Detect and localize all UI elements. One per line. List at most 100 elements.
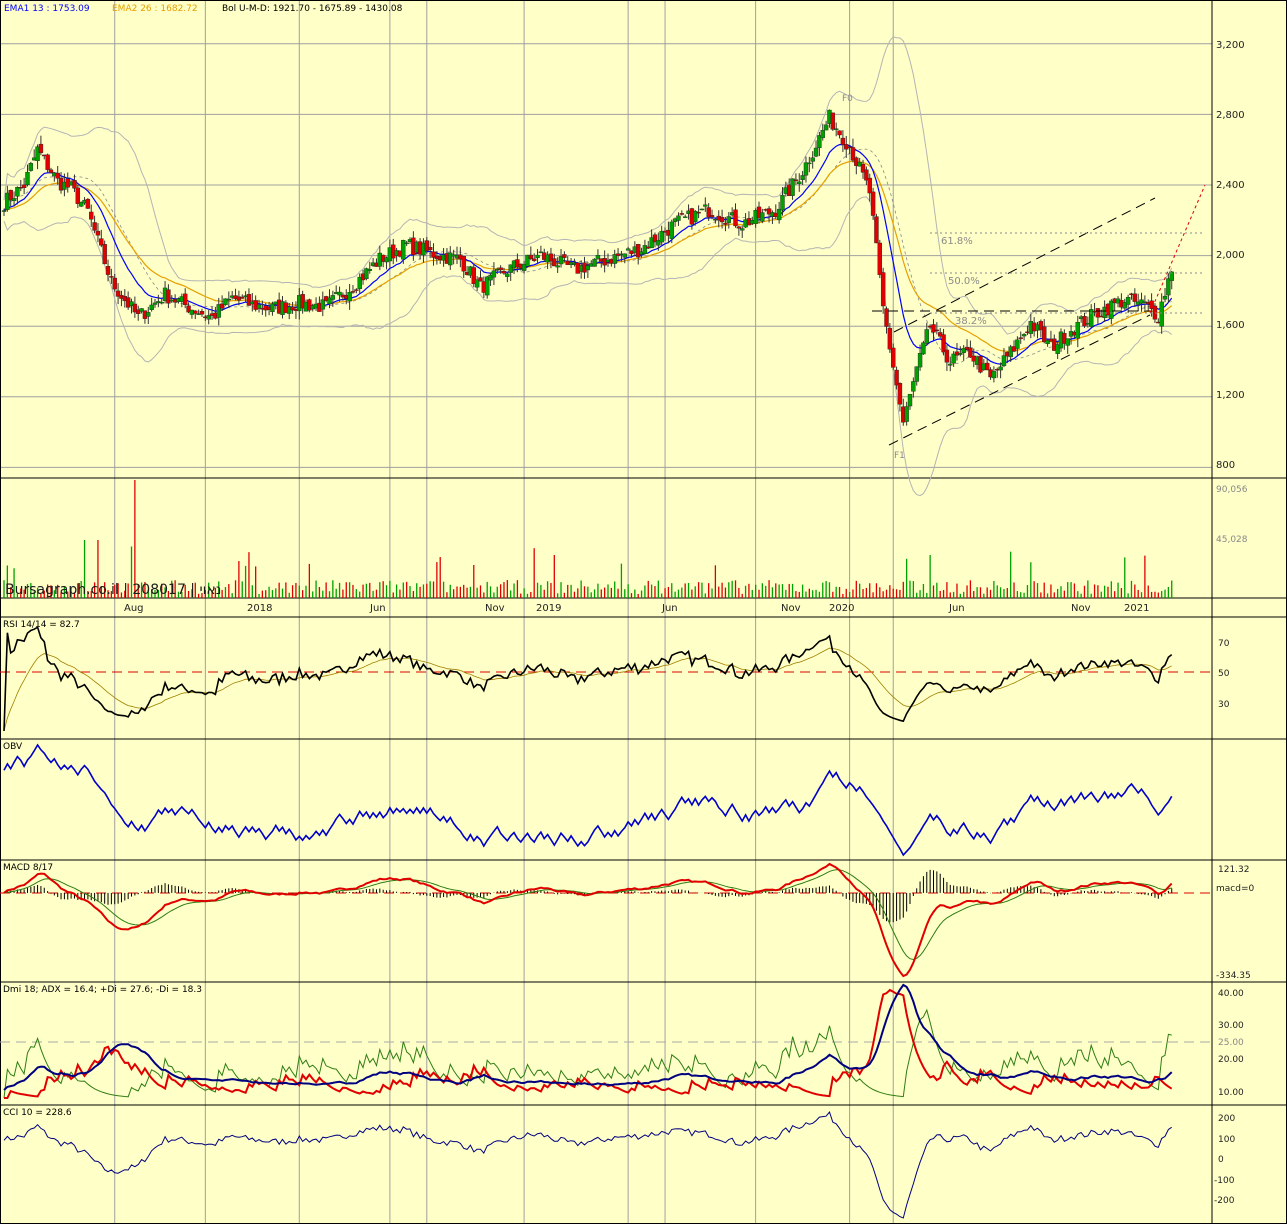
candle-body	[894, 369, 899, 386]
candle-body	[256, 304, 262, 309]
candle-body	[984, 362, 990, 371]
candle-body	[696, 211, 701, 214]
candle-body	[8, 189, 13, 201]
candle-body	[991, 371, 997, 379]
candle-body	[85, 198, 91, 209]
candle-body	[679, 213, 685, 215]
candle-body	[961, 348, 966, 353]
candle-body	[270, 303, 275, 313]
fibonacci-levels: 61.8% 50.0% 38.2% F0 F1	[842, 94, 1205, 461]
candle-body	[1139, 299, 1144, 304]
candle-body	[300, 294, 305, 309]
candle-body	[290, 306, 295, 311]
candle-body	[246, 294, 252, 306]
candle-body	[736, 226, 742, 229]
channel-lower	[888, 314, 1151, 446]
time-label: 2019	[536, 603, 561, 614]
candle-body	[884, 308, 889, 327]
candle-body	[1132, 293, 1138, 302]
time-label: Aug	[124, 603, 144, 614]
macd-tick: -334.35	[1216, 971, 1251, 981]
candle-body	[1021, 334, 1027, 337]
candle-body	[240, 296, 245, 299]
time-label: Nov	[1071, 603, 1091, 614]
candle-body	[109, 276, 114, 278]
obv-label: OBV	[3, 742, 23, 752]
candle-body	[354, 289, 359, 291]
cci-tick: 0	[1218, 1155, 1224, 1165]
candle-body	[193, 310, 198, 314]
candle-body	[1001, 355, 1007, 367]
candle-body	[115, 290, 121, 297]
candle-body	[914, 366, 919, 382]
candle-body	[917, 352, 923, 368]
candle-body	[951, 353, 956, 364]
macd-line	[3, 862, 1173, 978]
candle-body	[1082, 316, 1087, 327]
candle-body	[48, 169, 54, 174]
candle-body	[159, 301, 164, 304]
cci-tick: -100	[1214, 1176, 1235, 1186]
candle-body	[998, 366, 1003, 371]
candle-body	[1038, 321, 1044, 331]
candle-body	[1166, 278, 1171, 296]
candle-body	[934, 329, 940, 332]
candle-body	[152, 302, 158, 305]
candle-body	[709, 215, 715, 218]
candle-body	[622, 253, 627, 258]
candle-body	[797, 181, 802, 185]
candle-body	[350, 291, 356, 293]
candle-body	[11, 198, 17, 201]
candle-body	[461, 256, 466, 272]
price-tick-label: 2,400	[1216, 180, 1245, 191]
rsi-tick: 70	[1218, 639, 1230, 649]
candle-body	[448, 252, 453, 266]
candle-body	[693, 210, 698, 222]
candle-body	[21, 184, 27, 188]
candle-body	[364, 268, 369, 280]
candle-body	[1075, 322, 1080, 339]
dmi-tick: 10.00	[1218, 1088, 1244, 1098]
rsi-tick: 50	[1218, 669, 1230, 679]
candle-body	[625, 248, 631, 251]
cci-panel	[3, 1110, 1172, 1219]
f1-label: F1	[894, 451, 905, 461]
candle-body	[958, 353, 963, 355]
rsi-line	[3, 626, 1173, 732]
candle-body	[948, 363, 953, 366]
candle-body	[703, 204, 708, 207]
candle-body	[723, 222, 728, 225]
candle-body	[488, 274, 493, 281]
candle-body	[656, 240, 661, 246]
candle-body	[850, 147, 856, 161]
candle-body	[636, 243, 641, 258]
candle-body	[1042, 326, 1047, 342]
candle-body	[860, 164, 866, 173]
price-tick-label: 1,600	[1216, 320, 1245, 331]
time-label: Nov	[781, 603, 801, 614]
candle-body	[505, 273, 510, 277]
candle-body	[307, 299, 312, 311]
macd-label: MACD 8/17	[3, 863, 53, 873]
fib-618-label: 61.8%	[941, 236, 973, 247]
volume-tick-label: 90,056	[1216, 485, 1248, 495]
candle-body	[491, 270, 497, 278]
candle-body	[897, 383, 903, 405]
candle-body	[139, 308, 144, 312]
candle-body	[592, 258, 597, 267]
candle-body	[1011, 346, 1017, 352]
candle-body	[1055, 344, 1060, 354]
candle-body	[733, 209, 738, 227]
candle-body	[78, 201, 84, 207]
candle-body	[15, 187, 20, 197]
candle-body	[642, 245, 648, 254]
candle-body	[199, 311, 205, 315]
candle-body	[682, 216, 688, 218]
candle-body	[719, 217, 725, 223]
channel-upper	[893, 197, 1156, 333]
candle-body	[968, 347, 973, 358]
candle-body	[904, 406, 909, 422]
dmi-tick: 30.00	[1218, 1021, 1244, 1031]
price-tick-label: 2,800	[1216, 110, 1245, 121]
dmi-panel	[0, 983, 1212, 1099]
